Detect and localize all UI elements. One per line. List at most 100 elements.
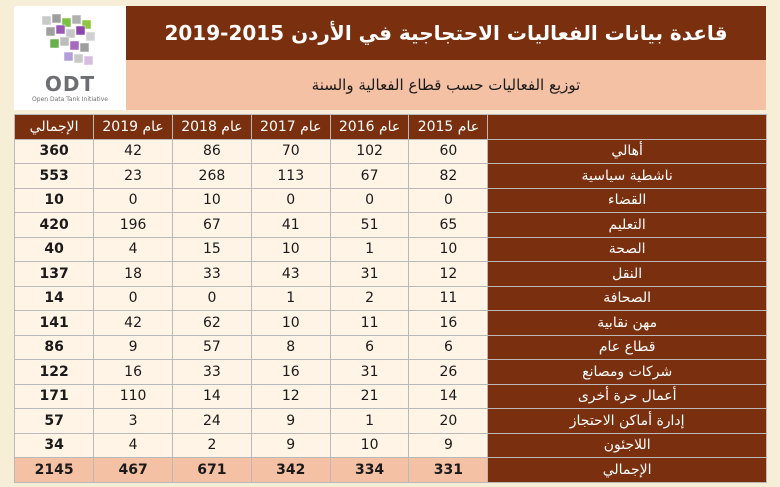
cell-2018: 2 (172, 432, 252, 458)
cell-2019: 42 (93, 138, 173, 164)
header-2016: عام 2016 (329, 114, 410, 140)
cell-2018: 86 (172, 138, 252, 164)
cell-2017: 12 (250, 383, 331, 409)
cell-2018: 15 (172, 236, 252, 262)
table-row: 171 110 14 12 21 14 أعمال حرة أخرى (13, 383, 767, 409)
cell-2017: 0 (250, 187, 331, 213)
cell-2019: 0 (93, 285, 173, 311)
cell-sector: النقل (487, 261, 767, 287)
cell-total: 40 (13, 236, 95, 262)
cell-2016: 1 (329, 236, 410, 262)
total-cell-2017: 342 (250, 457, 331, 483)
header-2018: عام 2018 (172, 114, 252, 140)
cell-2018: 14 (172, 383, 252, 409)
cell-2017: 8 (250, 334, 331, 360)
cell-2016: 1 (329, 408, 410, 434)
cell-2018: 268 (172, 163, 252, 189)
logo-tagline: Open Data Tank Initiative (32, 96, 108, 103)
cell-2018: 57 (172, 334, 252, 360)
cell-2018: 67 (172, 212, 252, 238)
cell-2016: 11 (329, 310, 410, 336)
logo-name: ODT (44, 72, 96, 96)
cell-2019: 4 (93, 236, 173, 262)
cell-2019: 0 (93, 187, 173, 213)
cell-2018: 10 (172, 187, 252, 213)
cell-2017: 70 (250, 138, 331, 164)
cell-2015: 10 (408, 236, 489, 262)
cell-2015: 0 (408, 187, 489, 213)
cell-2015: 11 (408, 285, 489, 311)
cell-2015: 12 (408, 261, 489, 287)
cell-2017: 10 (250, 236, 331, 262)
total-cell-2016: 334 (329, 457, 410, 483)
table-row: 141 42 62 10 11 16 مهن نقابية (13, 310, 767, 336)
total-cell-total: 2145 (13, 457, 95, 483)
table-row: 40 4 15 10 1 10 الصحة (13, 236, 767, 262)
table-row: 360 42 86 70 102 60 أهالي (13, 138, 767, 164)
cell-sector: إدارة أماكن الاحتجاز (487, 408, 767, 434)
page-title: قاعدة بيانات الفعاليات الاحتجاجية في الأ… (164, 21, 728, 45)
cell-sector: القضاء (487, 187, 767, 213)
cell-2019: 23 (93, 163, 173, 189)
cell-total: 553 (13, 163, 95, 189)
cell-sector: قطاع عام (487, 334, 767, 360)
cell-total: 86 (13, 334, 95, 360)
total-cell-2019: 467 (93, 457, 173, 483)
cell-2019: 9 (93, 334, 173, 360)
cell-2019: 16 (93, 359, 173, 385)
cell-2016: 6 (329, 334, 410, 360)
table-row: 553 23 268 113 67 82 ناشطية سياسية (13, 163, 767, 189)
cell-total: 360 (13, 138, 95, 164)
cell-sector: الصحة (487, 236, 767, 262)
cell-total: 14 (13, 285, 95, 311)
cell-sector: ناشطية سياسية (487, 163, 767, 189)
cell-2015: 65 (408, 212, 489, 238)
cell-2016: 0 (329, 187, 410, 213)
cell-2016: 51 (329, 212, 410, 238)
cell-total: 122 (13, 359, 95, 385)
cell-2018: 0 (172, 285, 252, 311)
table-header-row: الإجمالي عام 2019 عام 2018 عام 2017 عام … (13, 114, 767, 140)
cell-2015: 82 (408, 163, 489, 189)
cell-2015: 14 (408, 383, 489, 409)
cell-2016: 2 (329, 285, 410, 311)
table-row: 34 4 2 9 10 9 اللاجئون (13, 432, 767, 458)
header-2019: عام 2019 (93, 114, 173, 140)
cell-2019: 196 (93, 212, 173, 238)
cell-2019: 3 (93, 408, 173, 434)
cell-2016: 102 (329, 138, 410, 164)
table-total-row: 2145 467 671 342 334 331 الإجمالي (13, 457, 767, 483)
cell-total: 141 (13, 310, 95, 336)
cell-sector: شركات ومصانع (487, 359, 767, 385)
header-total: الإجمالي (13, 114, 95, 140)
header-sector (487, 114, 767, 140)
cell-2015: 20 (408, 408, 489, 434)
cell-2016: 67 (329, 163, 410, 189)
cell-2017: 9 (250, 408, 331, 434)
cell-2017: 10 (250, 310, 331, 336)
cell-2015: 16 (408, 310, 489, 336)
cell-2015: 6 (408, 334, 489, 360)
table-row: 10 0 10 0 0 0 القضاء (13, 187, 767, 213)
cell-2016: 31 (329, 261, 410, 287)
cell-sector: اللاجئون (487, 432, 767, 458)
cell-total: 171 (13, 383, 95, 409)
title-bar: قاعدة بيانات الفعاليات الاحتجاجية في الأ… (126, 6, 766, 60)
cell-2015: 60 (408, 138, 489, 164)
cell-2017: 113 (250, 163, 331, 189)
cell-total: 137 (13, 261, 95, 287)
logo: ODT Open Data Tank Initiative (14, 6, 126, 110)
events-table: الإجمالي عام 2019 عام 2018 عام 2017 عام … (13, 114, 767, 483)
cell-2017: 9 (250, 432, 331, 458)
cell-2017: 16 (250, 359, 331, 385)
cell-2017: 43 (250, 261, 331, 287)
cell-2019: 42 (93, 310, 173, 336)
cell-2017: 41 (250, 212, 331, 238)
cell-2018: 33 (172, 261, 252, 287)
page-subtitle: توزيع الفعاليات حسب قطاع الفعالية والسنة (311, 76, 581, 94)
cell-2018: 33 (172, 359, 252, 385)
cell-2019: 18 (93, 261, 173, 287)
subtitle-bar: توزيع الفعاليات حسب قطاع الفعالية والسنة (126, 60, 766, 110)
cell-2018: 24 (172, 408, 252, 434)
